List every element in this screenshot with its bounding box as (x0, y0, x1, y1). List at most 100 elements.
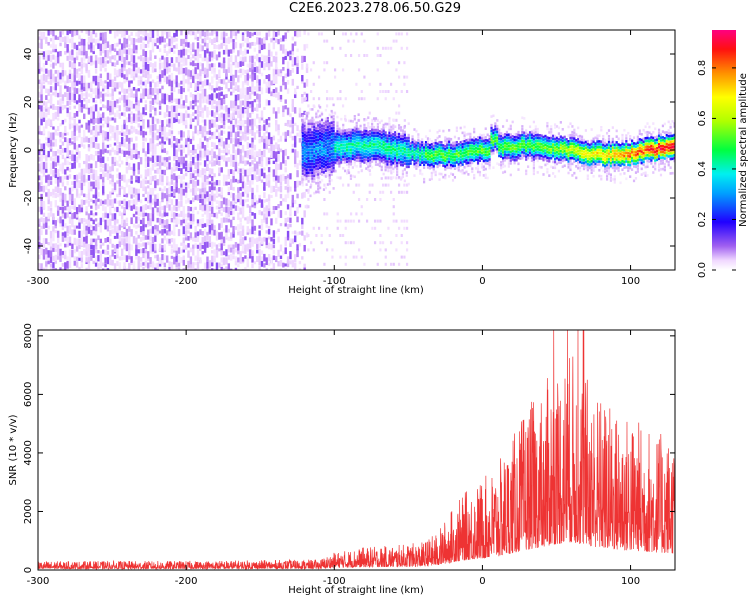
spectrogram-cell (279, 268, 283, 270)
spectrogram-cell (203, 198, 207, 205)
spectrogram-cell (311, 131, 314, 134)
spectrogram-cell (244, 236, 247, 241)
spectrogram-cell (317, 32, 321, 36)
spectrogram-cell (405, 32, 409, 36)
spectrogram-cell (260, 54, 264, 61)
spectrogram-cell (389, 262, 393, 266)
spectrogram-cell (154, 132, 157, 138)
spectrogram-cell (463, 151, 466, 155)
spectrogram-cell (156, 45, 159, 49)
spectrogram-cell (132, 38, 136, 44)
spectrogram-cell (307, 248, 310, 252)
spectrogram-cell (120, 231, 124, 238)
spectrogram-cell (369, 153, 372, 156)
spectrogram-cell (66, 200, 69, 207)
spectrogram-cell (267, 86, 271, 94)
spectrogram-cell (345, 134, 349, 138)
spectrogram-cell (64, 92, 67, 98)
spectrogram-cell (244, 81, 247, 85)
spectrogram-cell (173, 173, 176, 181)
spectrogram-cell (97, 263, 100, 267)
spectrogram-cell (286, 230, 290, 238)
spectrogram-cell (220, 137, 223, 146)
spectrogram-cell (163, 126, 167, 134)
spectrogram-cell (180, 168, 183, 174)
spectrogram-cell (68, 92, 72, 100)
spectrogram-cell (315, 132, 318, 136)
spectrogram-cell (328, 142, 331, 145)
spectrogram-cell (54, 186, 57, 193)
spectrogram-cell (215, 44, 219, 50)
spectrogram-cell (244, 182, 247, 190)
spectrogram-cell (213, 100, 216, 104)
spectrogram-cell (118, 142, 121, 148)
spectrogram-cell (438, 158, 441, 161)
spectrogram-cell (253, 61, 257, 67)
spectrogram-cell (334, 143, 337, 147)
spectrogram-cell (279, 98, 283, 102)
spectrogram-cell (357, 248, 361, 252)
spectrogram-cell (101, 142, 105, 150)
spectrogram-cell (116, 180, 119, 184)
spectrogram-cell (163, 224, 167, 228)
spectrogram-cell (241, 60, 245, 66)
spectrogram-cell (330, 170, 333, 173)
spectrogram-cell (130, 137, 133, 142)
spectrogram-cell (196, 161, 200, 168)
spectrogram-cell (380, 145, 383, 149)
spectrogram-cell (56, 70, 60, 78)
spectrogram-cell (315, 167, 318, 171)
spectrogram-cell (234, 267, 238, 270)
spectrogram-cell (251, 106, 254, 112)
spectrogram-cell (208, 212, 212, 220)
spectrogram-cell (371, 154, 374, 158)
spectrogram-cell (92, 104, 95, 112)
spectrogram-cell (38, 79, 41, 85)
spectrogram-cell (330, 109, 333, 113)
spectrogram-cell (309, 165, 312, 169)
spectrogram-cell (165, 93, 169, 101)
spectrogram-cell (42, 217, 46, 224)
spectrogram-cell (320, 144, 324, 148)
spectrogram-cell (357, 119, 360, 122)
spectrogram-cell (237, 138, 240, 145)
spectrogram-cell (352, 255, 355, 259)
spectrogram-cell (220, 98, 223, 106)
spectrogram-cell (225, 112, 228, 120)
spectrogram-cell (270, 218, 273, 226)
spectrogram-cell (215, 31, 219, 37)
spectrogram-cell (349, 212, 353, 216)
spectrogram-cell (168, 181, 171, 186)
spectrogram-cell (218, 113, 221, 119)
spectrogram-cell (187, 260, 190, 268)
spectrogram-cell (272, 249, 276, 255)
spectrogram-cell (363, 97, 366, 101)
spectrogram-cell (45, 261, 48, 267)
spectrogram-cell (42, 126, 46, 134)
spectrogram-cell (315, 176, 318, 179)
spectrogram-cell (187, 30, 190, 35)
spectrogram-cell (303, 176, 306, 180)
spectrogram-cell (177, 98, 181, 105)
spectrogram-cell (130, 180, 133, 184)
spectrogram-cell (199, 93, 202, 100)
spectrogram-cell (248, 101, 252, 105)
spectrogram-cell (455, 158, 458, 161)
spectrogram-cell (168, 238, 171, 244)
spectrogram-cell (59, 62, 62, 68)
spectrogram-cell (272, 238, 276, 245)
spectrogram-cell (260, 211, 264, 216)
spectrogram-cell (161, 136, 164, 144)
spectrogram-cell (374, 134, 378, 138)
spectrogram-cell (284, 175, 287, 180)
spectrogram-cell (154, 144, 157, 152)
spectrogram-cell (263, 219, 266, 223)
spectrogram-cell (213, 193, 216, 202)
spectrogram-cell (317, 115, 320, 119)
spectrogram-cell (394, 134, 397, 137)
spectrogram-cell (80, 30, 84, 33)
spectrogram-cell (360, 212, 363, 216)
spectrogram-cell (234, 62, 238, 68)
spectrogram-cell (94, 142, 98, 149)
spectrogram-cell (444, 159, 447, 163)
